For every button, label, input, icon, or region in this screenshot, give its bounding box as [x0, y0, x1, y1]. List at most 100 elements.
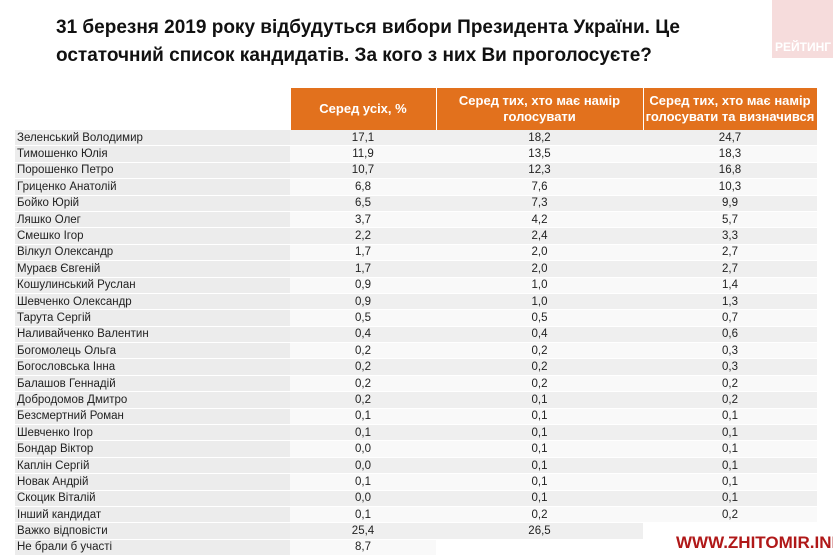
value-cell: 5,7 [643, 211, 817, 229]
value-cell: 0,1 [643, 408, 817, 426]
value-cell: 18,3 [643, 145, 817, 163]
table-row: Мураєв Євгеній 1,7 2,0 2,7 [15, 260, 817, 278]
table-row: Добродомов Дмитро 0,2 0,1 0,2 [15, 391, 817, 409]
table-row: Каплін Сергій 0,0 0,1 0,1 [15, 457, 817, 475]
value-cell: 0,9 [290, 293, 436, 311]
table-row: Наливайченко Валентин 0,4 0,4 0,6 [15, 326, 817, 344]
table-row: Бондар Віктор 0,0 0,1 0,1 [15, 440, 817, 458]
value-cell: 2,7 [643, 244, 817, 262]
table-row: Тарута Сергій 0,5 0,5 0,7 [15, 309, 817, 327]
value-cell: 0,2 [436, 506, 643, 524]
table-row: Богомолець Ольга 0,2 0,2 0,3 [15, 342, 817, 360]
value-cell: 0,1 [436, 391, 643, 409]
value-cell: 0,1 [643, 424, 817, 442]
value-cell: 1,3 [643, 293, 817, 311]
value-cell [643, 522, 817, 540]
candidate-name: Наливайченко Валентин [15, 326, 290, 344]
table-row: Зеленський Володимир 17,1 18,2 24,7 [15, 130, 817, 147]
candidate-name: Бойко Юрій [15, 195, 290, 212]
value-cell: 0,2 [290, 375, 436, 393]
table-row: Інший кандидат 0,1 0,2 0,2 [15, 506, 817, 524]
value-cell: 0,7 [643, 309, 817, 327]
value-cell: 3,3 [643, 227, 817, 245]
value-cell: 2,0 [436, 260, 643, 278]
candidate-name: Богословська Інна [15, 358, 290, 376]
candidate-name: Вілкул Олександр [15, 244, 290, 262]
value-cell [436, 539, 643, 557]
value-cell: 25,4 [290, 522, 436, 540]
value-cell: 2,7 [643, 260, 817, 278]
candidate-name: Кошулинський Руслан [15, 277, 290, 294]
page-title: 31 березня 2019 року відбудуться вибори … [56, 17, 680, 66]
value-cell: 0,1 [436, 473, 643, 491]
table-row: Бойко Юрій 6,5 7,3 9,9 [15, 195, 817, 212]
value-cell: 6,5 [290, 195, 436, 212]
value-cell: 18,2 [436, 130, 643, 147]
value-cell: 0,1 [290, 473, 436, 491]
table-row: Скоцик Віталій 0,0 0,1 0,1 [15, 490, 817, 507]
value-cell: 0,5 [290, 309, 436, 327]
candidate-name: Важко відповісти [15, 522, 290, 540]
col-header-voters: Серед тих, хто має намір голосувати [436, 88, 644, 130]
value-cell: 1,0 [436, 293, 643, 311]
candidate-name: Ляшко Олег [15, 211, 290, 229]
value-cell: 0,2 [436, 342, 643, 360]
value-cell: 0,6 [643, 326, 817, 344]
candidate-name: Каплін Сергій [15, 457, 290, 475]
value-cell: 0,4 [436, 326, 643, 344]
value-cell: 0,0 [290, 440, 436, 458]
value-cell: 0,2 [436, 358, 643, 376]
value-cell: 10,3 [643, 178, 817, 196]
watermark: WWW.ZHITOMIR.INFO [676, 533, 833, 552]
value-cell: 7,3 [436, 195, 643, 212]
candidate-name: Безсмертний Роман [15, 408, 290, 426]
table-row: Порошенко Петро 10,7 12,3 16,8 [15, 162, 817, 180]
value-cell: 0,2 [643, 506, 817, 524]
value-cell: 2,4 [436, 227, 643, 245]
value-cell [643, 539, 817, 557]
value-cell: 0,4 [290, 326, 436, 344]
candidate-name: Балашов Геннадій [15, 375, 290, 393]
candidate-name: Шевченко Олександр [15, 293, 290, 311]
table-row: Шевченко Ігор 0,1 0,1 0,1 [15, 424, 817, 442]
candidate-name: Гриценко Анатолій [15, 178, 290, 196]
value-cell: 0,1 [290, 424, 436, 442]
table-row: Не брали б участі 8,7 [15, 539, 817, 557]
value-cell: 2,0 [436, 244, 643, 262]
candidate-name: Бондар Віктор [15, 440, 290, 458]
value-cell: 0,3 [643, 358, 817, 376]
value-cell: 0,9 [290, 277, 436, 294]
candidate-name: Інший кандидат [15, 506, 290, 524]
value-cell: 1,7 [290, 260, 436, 278]
candidate-name: Смешко Ігор [15, 227, 290, 245]
value-cell: 0,1 [643, 490, 817, 507]
candidate-name: Добродомов Дмитро [15, 391, 290, 409]
value-cell: 0,2 [436, 375, 643, 393]
value-cell: 0,1 [436, 408, 643, 426]
value-cell: 17,1 [290, 130, 436, 147]
value-cell: 0,1 [643, 473, 817, 491]
table-row: Вілкул Олександр 1,7 2,0 2,7 [15, 244, 817, 262]
value-cell: 0,2 [290, 342, 436, 360]
value-cell: 0,0 [290, 490, 436, 507]
candidate-name: Богомолець Ольга [15, 342, 290, 360]
candidate-name: Порошенко Петро [15, 162, 290, 180]
table-row: Шевченко Олександр 0,9 1,0 1,3 [15, 293, 817, 311]
col-header-decided: Серед тих, хто має намір голосувати та в… [643, 88, 818, 130]
value-cell: 1,4 [643, 277, 817, 294]
value-cell: 6,8 [290, 178, 436, 196]
value-cell: 12,3 [436, 162, 643, 180]
value-cell: 4,2 [436, 211, 643, 229]
results-table: Серед усіх, % Серед тих, хто має намір г… [15, 88, 818, 557]
value-cell: 7,6 [436, 178, 643, 196]
value-cell: 9,9 [643, 195, 817, 212]
value-cell: 1,7 [290, 244, 436, 262]
value-cell: 0,0 [290, 457, 436, 475]
table-row: Богословська Інна 0,2 0,2 0,3 [15, 358, 817, 376]
table-row: Балашов Геннадій 0,2 0,2 0,2 [15, 375, 817, 393]
value-cell: 0,1 [436, 490, 643, 507]
table-row: Новак Андрій 0,1 0,1 0,1 [15, 473, 817, 491]
value-cell: 0,1 [436, 424, 643, 442]
header-blank [15, 88, 291, 130]
value-cell: 0,1 [290, 506, 436, 524]
